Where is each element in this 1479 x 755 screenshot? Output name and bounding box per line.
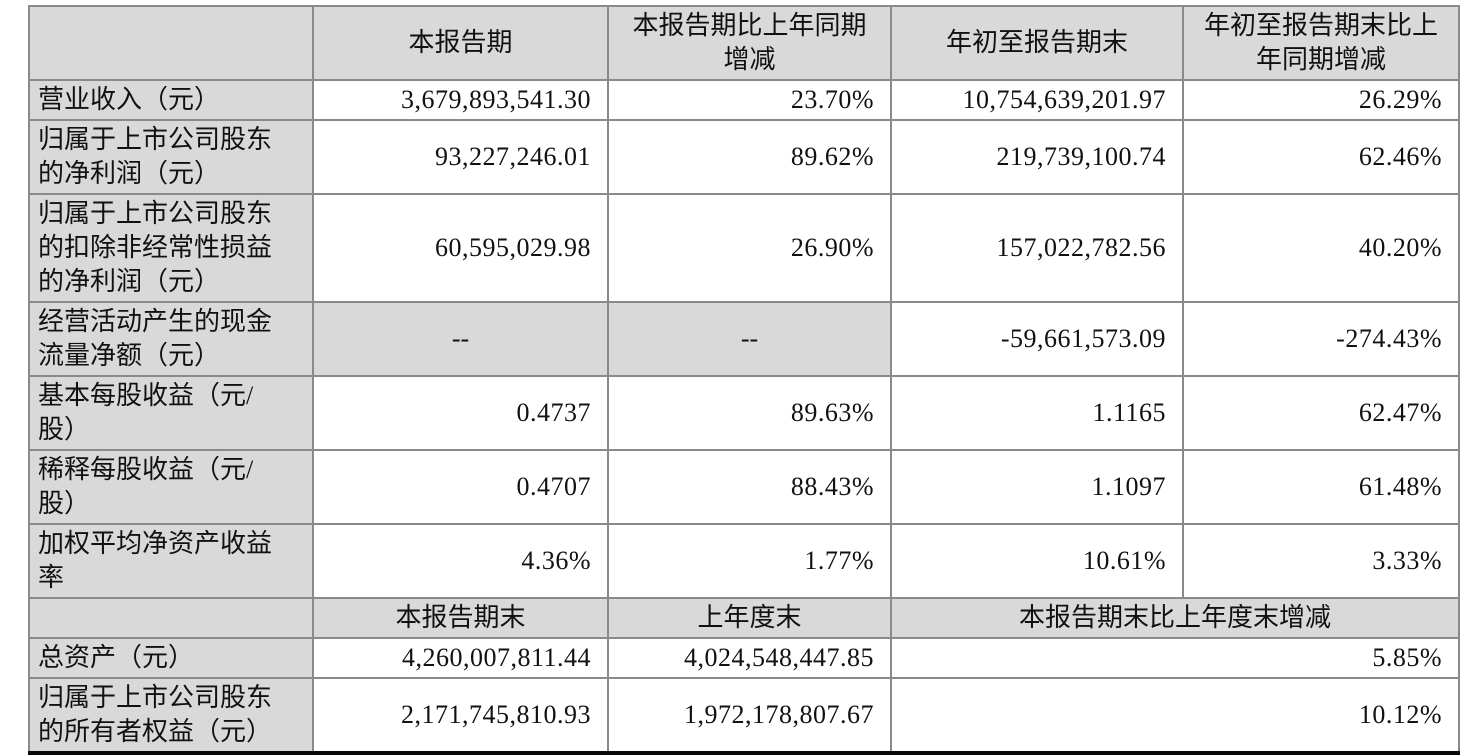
- table-row-owners-equity: 归属于上市公司股东 的所有者权益（元） 2,171,745,810.93 1,9…: [28, 677, 1460, 754]
- value-cell: 62.47%: [1182, 375, 1460, 451]
- value-cell: 3,679,893,541.30: [312, 79, 609, 121]
- value-cell: 1,972,178,807.67: [607, 677, 892, 754]
- row-label: 加权平均净资产收益 率: [28, 523, 314, 599]
- row-label: 基本每股收益（元/ 股）: [28, 375, 314, 451]
- table-row-total-assets: 总资产（元） 4,260,007,811.44 4,024,548,447.85…: [28, 637, 1460, 679]
- value-cell: 10.12%: [890, 677, 1460, 754]
- value-cell: 10,754,639,201.97: [890, 79, 1184, 121]
- value-cell: 89.62%: [607, 119, 892, 195]
- table-header-row-period-end: 本报告期末 上年度末 本报告期末比上年度末增减: [28, 597, 1460, 639]
- value-cell: 1.77%: [607, 523, 892, 599]
- value-cell: 89.63%: [607, 375, 892, 451]
- value-cell: 4,024,548,447.85: [607, 637, 892, 679]
- value-cell-not-applicable: --: [312, 301, 609, 377]
- column-header-current-vs-prior-year: 本报告期比上年同期 增减: [607, 5, 892, 81]
- row-label: 归属于上市公司股东 的净利润（元）: [28, 119, 314, 195]
- value-cell: 62.46%: [1182, 119, 1460, 195]
- row-label: 经营活动产生的现金 流量净额（元）: [28, 301, 314, 377]
- column-header-prior-year-end: 上年度末: [607, 597, 892, 639]
- value-cell: 1.1165: [890, 375, 1184, 451]
- value-cell: 26.90%: [607, 193, 892, 303]
- row-label: 稀释每股收益（元/ 股）: [28, 449, 314, 525]
- column-header-period-end-change: 本报告期末比上年度末增减: [890, 597, 1460, 639]
- table-header-row-quarter: 本报告期 本报告期比上年同期 增减 年初至报告期末 年初至报告期末比上 年同期增…: [28, 5, 1460, 81]
- table-row-operating-revenue: 营业收入（元） 3,679,893,541.30 23.70% 10,754,6…: [28, 79, 1460, 121]
- row-label: 归属于上市公司股东 的扣除非经常性损益 的净利润（元）: [28, 193, 314, 303]
- value-cell: 23.70%: [607, 79, 892, 121]
- row-label: 营业收入（元）: [28, 79, 314, 121]
- value-cell: 60,595,029.98: [312, 193, 609, 303]
- value-cell: 1.1097: [890, 449, 1184, 525]
- value-cell: 10.61%: [890, 523, 1184, 599]
- corner-cell: [28, 5, 314, 81]
- value-cell: 219,739,100.74: [890, 119, 1184, 195]
- value-cell: 2,171,745,810.93: [312, 677, 609, 754]
- column-header-ytd: 年初至报告期末: [890, 5, 1184, 81]
- row-label: 归属于上市公司股东 的所有者权益（元）: [28, 677, 314, 754]
- table-row-net-profit-excl-nonrecurring: 归属于上市公司股东 的扣除非经常性损益 的净利润（元） 60,595,029.9…: [28, 193, 1460, 303]
- table-row-net-profit: 归属于上市公司股东 的净利润（元） 93,227,246.01 89.62% 2…: [28, 119, 1460, 195]
- value-cell: 3.33%: [1182, 523, 1460, 599]
- value-cell: 5.85%: [890, 637, 1460, 679]
- table-row-diluted-eps: 稀释每股收益（元/ 股） 0.4707 88.43% 1.1097 61.48%: [28, 449, 1460, 525]
- table-row-operating-cash-flow: 经营活动产生的现金 流量净额（元） -- -- -59,661,573.09 -…: [28, 301, 1460, 377]
- report-page: 本报告期 本报告期比上年同期 增减 年初至报告期末 年初至报告期末比上 年同期增…: [28, 5, 1460, 755]
- value-cell: 61.48%: [1182, 449, 1460, 525]
- value-cell: 0.4737: [312, 375, 609, 451]
- value-cell: 4.36%: [312, 523, 609, 599]
- value-cell: -59,661,573.09: [890, 301, 1184, 377]
- column-header-period-end: 本报告期末: [312, 597, 609, 639]
- table-row-basic-eps: 基本每股收益（元/ 股） 0.4737 89.63% 1.1165 62.47%: [28, 375, 1460, 451]
- value-cell: 26.29%: [1182, 79, 1460, 121]
- table-row-weighted-avg-roe: 加权平均净资产收益 率 4.36% 1.77% 10.61% 3.33%: [28, 523, 1460, 599]
- value-cell: -274.43%: [1182, 301, 1460, 377]
- value-cell: 157,022,782.56: [890, 193, 1184, 303]
- column-header-current-period: 本报告期: [312, 5, 609, 81]
- financial-summary-table: 本报告期 本报告期比上年同期 增减 年初至报告期末 年初至报告期末比上 年同期增…: [28, 5, 1460, 755]
- value-cell: 0.4707: [312, 449, 609, 525]
- value-cell: 93,227,246.01: [312, 119, 609, 195]
- corner-cell: [28, 597, 314, 639]
- value-cell: 88.43%: [607, 449, 892, 525]
- value-cell: 4,260,007,811.44: [312, 637, 609, 679]
- column-header-ytd-vs-prior-year: 年初至报告期末比上 年同期增减: [1182, 5, 1460, 81]
- value-cell: 40.20%: [1182, 193, 1460, 303]
- value-cell-not-applicable: --: [607, 301, 892, 377]
- row-label: 总资产（元）: [28, 637, 314, 679]
